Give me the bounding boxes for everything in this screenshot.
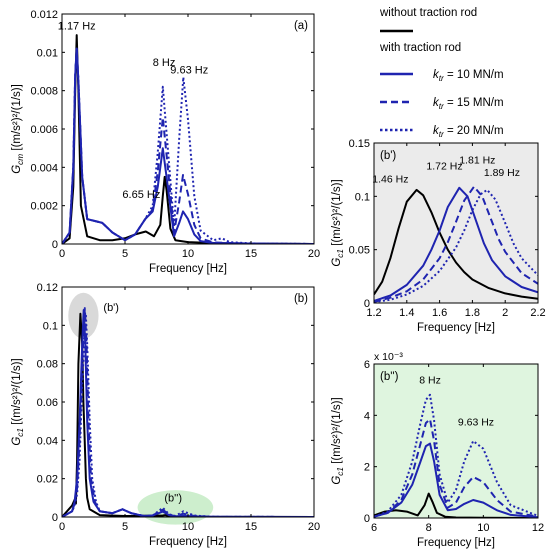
x-tick-label: 2.2 (530, 307, 545, 319)
y-tick-label: 0.008 (30, 86, 58, 98)
y-axis-label: Gc1 [(m/s²)²/(1/s)] (331, 179, 345, 266)
plot-frame (373, 142, 539, 304)
peak-annotation: 1.17 Hz (58, 20, 96, 32)
x-tick-label: 0 (59, 248, 65, 260)
peak-annotation: 8 Hz (153, 57, 176, 69)
peak-annotation: 8 Hz (419, 374, 441, 386)
y-tick-label: 0.002 (30, 201, 58, 213)
y-tick-label: 0 (52, 512, 58, 524)
x-tick-label: 12 (532, 522, 544, 534)
peak-annotation: 1.72 Hz (426, 161, 462, 173)
plot-frame (373, 363, 539, 519)
peak-annotation: 1.46 Hz (372, 173, 408, 185)
y-exponent-label: x 10⁻³ (374, 351, 403, 363)
legend-label: ktr = 15 MN/m (433, 97, 504, 111)
plot-area (62, 14, 314, 244)
x-axis-label: Frequency [Hz] (149, 263, 227, 275)
x-tick-label: 5 (122, 521, 128, 533)
chart-a: 0 5 10 15 20 0 0.002 0.004 0.006 0.008 0.01 0.012 Fr… (11, 9, 320, 275)
peak-annotation: 9.63 Hz (458, 417, 494, 429)
x-tick-label: 8 (426, 522, 432, 534)
y-tick-label: 0 (364, 298, 370, 310)
y-tick-label: 0.012 (30, 9, 58, 21)
x-tick-label: 1.4 (399, 307, 414, 319)
y-axis-label: Gc1 [(m/s²)²/(1/s)] (331, 397, 345, 484)
peak-annotation: 9.63 Hz (170, 64, 208, 76)
y-tick-label: 0.04 (37, 435, 58, 447)
y-axis-label: Gcm [(m/s²)²/(1/s)] (11, 84, 25, 174)
y-tick-label: 0.08 (37, 359, 58, 371)
y-tick-label: 0.06 (37, 397, 58, 409)
panel-label: (b') (380, 150, 396, 162)
legend-label: ktr = 10 MN/m (433, 69, 504, 83)
x-tick-label: 5 (122, 248, 128, 260)
x-tick-label: 20 (308, 248, 320, 260)
y-tick-label: 0.15 (349, 138, 370, 150)
series-line (374, 188, 538, 303)
series-lines (374, 185, 538, 303)
chart-b1: 1.2 1.4 1.6 1.8 2 2.2 0 0.05 0.1 0.15 Frequency [H… (331, 138, 546, 334)
x-axis-label: Frequency [Hz] (417, 537, 495, 549)
series-line (374, 186, 538, 302)
y-axis-label: Gc1 [(m/s²)²/(1/s)] (11, 358, 25, 445)
x-tick-label: 10 (182, 248, 194, 260)
y-tick-label: 0 (52, 239, 58, 251)
x-tick-label: 2 (502, 307, 508, 319)
y-tick-label: 0.12 (37, 282, 58, 294)
y-tick-label: 2 (364, 462, 370, 474)
chart-b: (b') (b'') 0 5 10 15 20 0 0.02 0.04 0.06 0.08 0.1 0.1… (11, 282, 320, 548)
y-tick-label: 0.004 (30, 162, 58, 174)
legend: without traction rod with traction rod ktr… (379, 7, 504, 139)
y-tick-label: 0.1 (43, 320, 58, 332)
peak-annotation: 1.89 Hz (484, 167, 520, 179)
highlight-label: (b') (103, 302, 119, 314)
legend-label: without traction rod (379, 7, 477, 19)
y-tick-label: 0.05 (349, 245, 370, 257)
panel-label: (b) (294, 293, 308, 305)
x-axis-label: Frequency [Hz] (149, 536, 227, 548)
panel-label: (a) (294, 20, 308, 32)
series-line (62, 34, 314, 244)
x-tick-label: 1.2 (366, 307, 381, 319)
legend-header: with traction rod (379, 42, 461, 54)
legend-label: ktr = 20 MN/m (433, 125, 504, 139)
series-line (374, 393, 538, 518)
series-line (374, 185, 538, 303)
series-lines (374, 393, 538, 518)
panel-label: (b'') (380, 371, 399, 383)
plot-area (62, 287, 314, 517)
series-line (62, 47, 314, 244)
y-tick-label: 0.01 (37, 47, 58, 59)
series-line (374, 442, 538, 518)
x-tick-label: 0 (59, 521, 65, 533)
x-tick-label: 10 (182, 521, 194, 533)
x-tick-label: 1.8 (465, 307, 480, 319)
peak-annotation: 6.65 Hz (122, 189, 160, 201)
x-tick-label: 20 (308, 521, 320, 533)
y-tick-label: 0 (364, 513, 370, 525)
series-line (62, 307, 314, 517)
plot-area (374, 143, 538, 303)
x-axis-label: Frequency [Hz] (417, 322, 495, 334)
chart-b2: 6 8 10 12 0 2 4 6 Frequency [Hz] Gc1 [(m/s²)²/(1/… (331, 351, 544, 549)
highlight-label: (b'') (164, 492, 182, 504)
peak-annotation: 1.81 Hz (459, 154, 495, 166)
x-tick-label: 15 (245, 521, 257, 533)
x-tick-label: 15 (245, 248, 257, 260)
series-line (62, 312, 314, 517)
y-tick-label: 0.1 (355, 191, 370, 203)
y-tick-label: 0.006 (30, 124, 58, 136)
x-tick-label: 10 (477, 522, 489, 534)
y-tick-label: 4 (364, 410, 370, 422)
series-line (374, 418, 538, 518)
x-tick-label: 6 (371, 522, 377, 534)
plot-area (374, 364, 538, 518)
y-tick-label: 0.02 (37, 474, 58, 486)
series-line (62, 47, 314, 244)
x-tick-label: 1.6 (432, 307, 447, 319)
series-lines (62, 34, 314, 244)
y-tick-label: 6 (364, 359, 370, 371)
series-lines (62, 307, 314, 517)
